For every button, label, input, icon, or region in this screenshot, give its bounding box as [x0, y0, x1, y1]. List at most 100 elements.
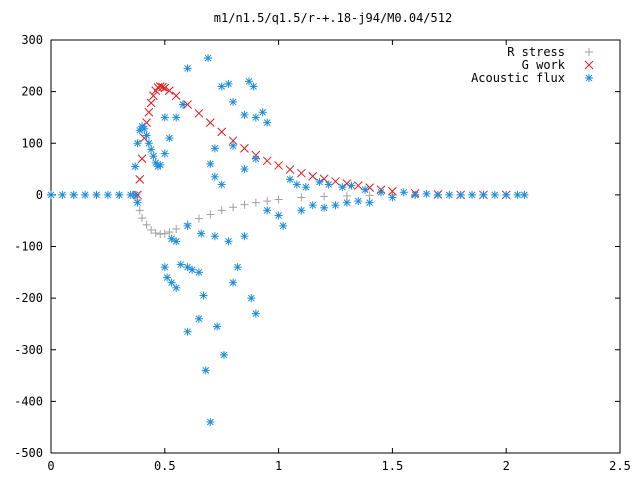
data-point	[361, 185, 370, 194]
data-point	[411, 190, 420, 199]
data-point	[251, 309, 260, 318]
data-point	[81, 190, 90, 199]
data-point	[324, 180, 333, 189]
x-tick-label: 2.5	[609, 459, 631, 473]
legend-label: Acoustic flux	[471, 71, 565, 85]
data-point	[365, 191, 374, 200]
series-layer	[47, 54, 529, 427]
y-tick: -200	[14, 291, 620, 305]
data-point	[217, 127, 227, 137]
data-point	[142, 220, 151, 229]
data-point	[210, 144, 219, 153]
y-tick: 100	[21, 136, 620, 150]
data-point	[183, 327, 192, 336]
data-point	[274, 161, 283, 170]
data-point	[224, 79, 233, 88]
data-point	[229, 97, 238, 106]
data-point	[205, 118, 215, 127]
y-tick: -100	[14, 240, 620, 254]
data-point	[194, 268, 203, 277]
data-point	[347, 181, 356, 190]
data-point	[176, 260, 185, 269]
data-point	[194, 314, 203, 323]
series-1	[133, 82, 511, 200]
chart-title: m1/n1.5/q1.5/r-+.18-j94/M0.04/512	[214, 11, 452, 25]
data-point	[204, 54, 213, 63]
data-point	[142, 131, 151, 140]
x-tick-label: 0.5	[154, 459, 176, 473]
data-point	[138, 214, 147, 223]
data-point	[155, 82, 165, 91]
data-point	[171, 91, 181, 101]
legend-marker	[584, 60, 594, 70]
data-point	[160, 83, 170, 93]
y-tick: -300	[14, 343, 620, 357]
x-tick-label: 0	[47, 459, 54, 473]
data-point	[92, 190, 101, 199]
data-point	[183, 221, 192, 230]
data-point	[229, 203, 238, 212]
data-point	[490, 190, 499, 199]
data-point	[258, 108, 267, 117]
data-point	[456, 190, 465, 199]
data-point	[263, 206, 272, 215]
data-point	[115, 190, 124, 199]
y-tick-label: -300	[14, 343, 43, 357]
data-point	[274, 195, 283, 204]
data-point	[502, 190, 511, 199]
legend-entry: G work	[522, 58, 594, 72]
data-point	[251, 113, 260, 122]
legend-marker	[585, 48, 593, 56]
y-tick: -400	[14, 394, 620, 408]
data-point	[233, 263, 242, 272]
y-tick-label: 100	[21, 136, 43, 150]
legend-label: R stress	[507, 45, 565, 59]
data-point	[240, 165, 249, 174]
data-point	[301, 183, 310, 192]
data-point	[165, 228, 174, 237]
x-tick: 2	[503, 40, 510, 473]
data-point	[160, 229, 169, 238]
data-point	[377, 188, 386, 197]
data-point	[103, 190, 112, 199]
y-tick: 300	[21, 33, 620, 47]
data-point	[513, 190, 522, 199]
data-point	[338, 183, 347, 192]
legend-marker	[585, 74, 593, 82]
data-point	[445, 190, 454, 199]
data-point	[210, 172, 219, 181]
data-point	[331, 201, 340, 210]
data-point	[274, 211, 283, 220]
data-point	[285, 165, 295, 174]
data-point	[297, 168, 306, 178]
x-tick: 2.5	[609, 40, 631, 473]
data-point	[183, 64, 192, 73]
y-axis: 300 200 100 0 -100 -200 -300 -400 -500	[14, 33, 620, 460]
data-point	[140, 124, 149, 133]
data-point	[144, 139, 153, 148]
data-point	[240, 110, 249, 119]
x-tick: 1.5	[382, 40, 404, 473]
y-tick-label: 200	[21, 85, 43, 99]
data-point	[240, 200, 249, 209]
data-point	[479, 190, 488, 199]
data-point	[206, 159, 215, 168]
data-point	[399, 188, 408, 197]
data-point	[263, 197, 272, 206]
data-point	[47, 190, 55, 199]
data-point	[165, 134, 174, 143]
series-2	[47, 54, 529, 427]
data-point	[342, 179, 352, 188]
data-point	[388, 193, 397, 202]
data-point	[240, 144, 249, 153]
y-tick-label: -400	[14, 394, 43, 408]
data-point	[354, 197, 363, 206]
x-tick: 0	[47, 40, 55, 473]
y-tick-label: 0	[36, 188, 43, 202]
data-point	[285, 175, 294, 184]
data-point	[229, 141, 238, 150]
data-point	[158, 82, 167, 92]
data-point	[229, 278, 238, 287]
x-tick-label: 1.5	[382, 459, 404, 473]
data-point	[149, 91, 158, 101]
